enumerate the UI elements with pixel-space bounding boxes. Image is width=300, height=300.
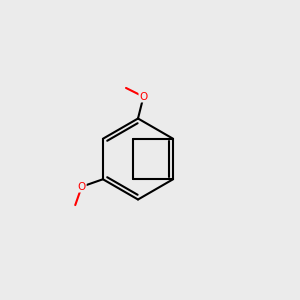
Text: O: O <box>78 182 86 192</box>
Text: O: O <box>139 92 148 102</box>
